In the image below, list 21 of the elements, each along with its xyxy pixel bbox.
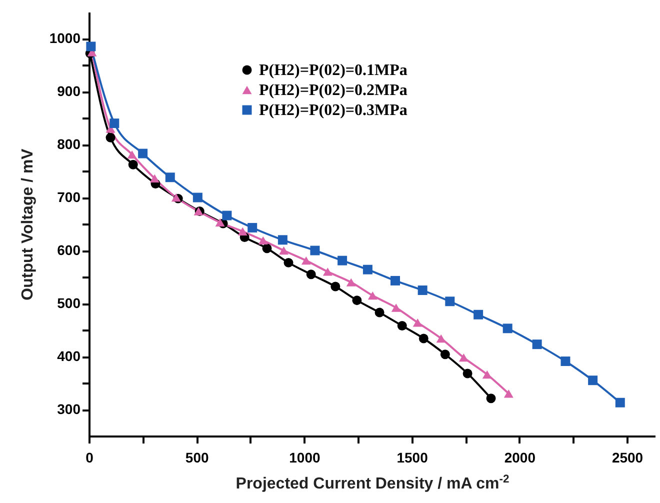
- y-tick-label: 1000: [49, 30, 81, 46]
- y-tick-label: 400: [57, 348, 81, 364]
- point: [560, 356, 570, 366]
- y-axis-title: Output Voltage / mV: [19, 148, 36, 300]
- x-tick-label: 0: [86, 450, 94, 466]
- x-tick-label: 1500: [396, 450, 428, 466]
- x-tick-label: 1000: [289, 450, 320, 466]
- x-tick-label: 2000: [504, 450, 536, 466]
- x-tick-label: 500: [185, 450, 209, 466]
- legend-label: P(H2)=P(02)=0.2MPa: [259, 82, 408, 99]
- y-tick-label: 800: [57, 136, 81, 152]
- x-tick-label: 2500: [612, 450, 644, 466]
- y-tick-label: 900: [57, 83, 81, 99]
- y-tick-label: 600: [57, 242, 81, 258]
- x-axis-title: Projected Current Density / mA cm$^{-2}$: [236, 474, 510, 492]
- y-tick-label: 500: [57, 295, 81, 311]
- legend-label: P(H2)=P(02)=0.3MPa: [259, 102, 408, 119]
- point: [279, 246, 289, 255]
- y-tick-label: 700: [57, 189, 81, 205]
- legend-label: P(H2)=P(02)=0.1MPa: [259, 62, 408, 79]
- y-tick-label: 300: [57, 401, 81, 417]
